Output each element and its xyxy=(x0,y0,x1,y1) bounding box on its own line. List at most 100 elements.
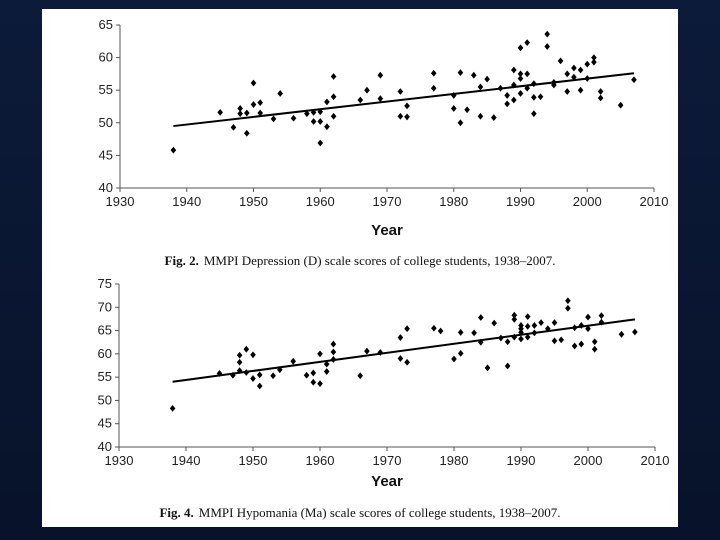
data-point xyxy=(243,369,250,376)
x-tick-label: 2010 xyxy=(640,194,669,209)
y-tick-label: 50 xyxy=(99,115,113,130)
figure-label-fig4: Fig. 4. xyxy=(159,505,193,520)
data-point xyxy=(216,370,223,377)
data-point xyxy=(330,340,337,348)
x-tick-label: 1940 xyxy=(172,194,201,209)
data-point xyxy=(404,113,410,121)
data-point xyxy=(577,86,584,94)
data-point xyxy=(597,88,604,95)
hypomania-chart: Fig. 4. MMPI Hypomania (Ma) scale scores … xyxy=(98,276,670,520)
y-tick-label: 75 xyxy=(98,276,112,291)
data-point xyxy=(478,338,484,346)
data-point xyxy=(544,30,550,38)
data-point xyxy=(631,76,637,84)
data-point xyxy=(244,109,250,117)
data-point xyxy=(517,75,524,82)
data-point xyxy=(277,366,283,374)
data-point xyxy=(323,368,330,375)
data-point xyxy=(330,356,337,363)
data-point xyxy=(478,314,484,321)
y-tick-label: 40 xyxy=(99,180,113,195)
data-point xyxy=(551,337,558,345)
x-tick-label: 1970 xyxy=(373,453,402,468)
data-point xyxy=(597,94,604,102)
y-tick-label: 65 xyxy=(98,323,112,338)
x-tick-label: 2000 xyxy=(573,194,602,209)
data-point xyxy=(565,297,571,305)
slide: Fig. 2. MMPI Depression (D) scale scores … xyxy=(42,9,678,527)
data-point xyxy=(317,380,323,388)
x-tick-label: 1950 xyxy=(239,194,268,209)
data-point xyxy=(450,105,457,112)
data-point xyxy=(257,99,263,106)
data-point xyxy=(477,112,484,120)
data-point xyxy=(551,81,557,89)
data-point xyxy=(511,96,517,104)
data-point xyxy=(557,57,564,65)
x-tick-label: 2010 xyxy=(641,453,670,468)
x-tick-label: 1990 xyxy=(506,194,535,209)
data-point xyxy=(504,338,511,346)
data-point xyxy=(310,108,317,116)
data-point xyxy=(617,101,624,109)
data-point xyxy=(310,378,317,386)
data-point xyxy=(277,90,283,97)
data-point xyxy=(357,96,364,104)
charts-svg: Fig. 2. MMPI Depression (D) scale scores … xyxy=(98,17,670,520)
data-point xyxy=(431,324,437,332)
x-tick-label: 1970 xyxy=(373,194,402,209)
data-point xyxy=(330,93,337,101)
data-point xyxy=(404,358,410,366)
trend-line xyxy=(172,318,636,383)
y-tick-label: 60 xyxy=(99,50,113,65)
data-point xyxy=(537,93,544,101)
data-point xyxy=(564,70,571,78)
y-tick-label: 40 xyxy=(98,439,112,454)
y-tick-label: 45 xyxy=(99,147,113,162)
data-point xyxy=(169,404,176,412)
data-point xyxy=(578,340,585,348)
data-point xyxy=(524,333,531,341)
data-point xyxy=(504,100,510,108)
trend-line xyxy=(173,72,635,128)
data-point xyxy=(256,382,263,390)
y-tick-label: 55 xyxy=(98,369,112,384)
data-point xyxy=(498,334,504,342)
data-point xyxy=(544,43,550,50)
x-axis-label: Year xyxy=(371,473,403,490)
data-point xyxy=(250,351,256,359)
data-point xyxy=(584,60,591,68)
data-point xyxy=(524,39,530,47)
data-point xyxy=(290,357,296,365)
data-point xyxy=(470,71,477,79)
data-point xyxy=(404,102,410,110)
data-point xyxy=(310,118,317,125)
data-point xyxy=(404,325,410,333)
data-point xyxy=(450,92,457,99)
data-point xyxy=(457,329,464,336)
y-tick-label: 50 xyxy=(98,392,112,407)
data-point xyxy=(598,312,605,320)
x-tick-label: 1950 xyxy=(239,453,268,468)
data-point xyxy=(317,108,324,116)
data-point xyxy=(632,328,638,336)
data-point xyxy=(310,369,317,377)
data-point xyxy=(464,106,470,114)
data-point xyxy=(558,336,564,344)
data-point xyxy=(236,358,243,366)
data-point xyxy=(317,139,324,147)
data-point xyxy=(377,71,384,79)
data-point xyxy=(571,73,577,81)
data-point xyxy=(330,112,337,120)
x-tick-label: 1990 xyxy=(507,453,536,468)
data-point xyxy=(511,315,518,323)
y-tick-label: 65 xyxy=(99,17,113,32)
data-point xyxy=(511,333,518,341)
data-point xyxy=(357,372,363,380)
data-point xyxy=(591,345,598,353)
data-point xyxy=(538,319,544,327)
data-point xyxy=(477,83,484,91)
caption-fig4: Fig. 4. MMPI Hypomania (Ma) scale scores … xyxy=(159,505,560,520)
data-point xyxy=(578,322,585,329)
data-point xyxy=(491,114,497,121)
